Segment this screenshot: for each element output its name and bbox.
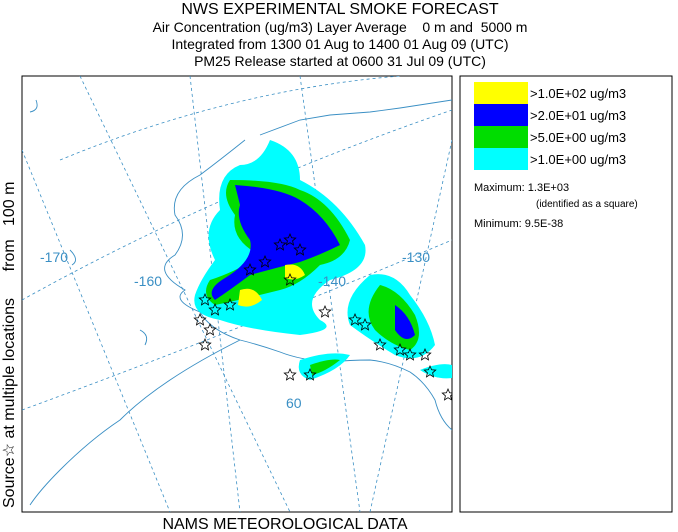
footer: NAMS METEOROLOGICAL DATA	[162, 516, 407, 532]
legend-swatch	[474, 82, 528, 104]
legend-label: >2.0E+01 ug/m3	[530, 108, 626, 123]
maximum: Maximum: 1.3E+03	[474, 182, 569, 194]
legend-swatch	[474, 126, 528, 148]
maximum-note: (identified as a square)	[536, 199, 638, 210]
source-star	[373, 337, 387, 351]
source-star	[198, 337, 212, 351]
source-star	[273, 237, 287, 251]
source-star	[258, 254, 272, 268]
source-star	[283, 232, 297, 246]
smoke-contour	[211, 185, 340, 300]
source-star	[208, 302, 222, 316]
smoke-contour	[238, 288, 262, 307]
source-star	[441, 387, 452, 401]
source-star	[243, 262, 257, 276]
subtitle: Integrated from 1300 01 Aug to 1400 01 A…	[172, 36, 509, 52]
minimum: Minimum: 9.5E-38	[474, 218, 563, 230]
side-label: Source☆ at multiple locations from 100 m	[1, 182, 18, 508]
legend-swatch	[474, 104, 528, 126]
source-star	[358, 317, 372, 331]
title: NWS EXPERIMENTAL SMOKE FORECAST	[181, 1, 499, 18]
source-star	[303, 367, 317, 381]
source-star	[348, 312, 362, 326]
source-star	[423, 364, 437, 378]
source-star	[203, 322, 217, 336]
legend-panel: Maximum: 1.3E+03 (identified as a square…	[459, 75, 673, 513]
legend-label: >1.0E+00 ug/m3	[530, 152, 626, 167]
grid-label: -130	[402, 249, 430, 265]
subtitle: PM25 Release started at 0600 31 Jul 09 (…	[194, 53, 486, 69]
source-star	[198, 292, 212, 306]
legend-label: >5.0E+00 ug/m3	[530, 130, 626, 145]
grid-label: 60	[286, 395, 302, 411]
source-star	[193, 312, 207, 326]
source-star	[223, 297, 237, 311]
source-star	[403, 347, 417, 361]
source-star	[318, 304, 332, 318]
legend-swatch	[474, 148, 528, 170]
source-star	[393, 342, 407, 356]
smoke-contour	[310, 359, 340, 375]
source-star	[418, 347, 432, 361]
smoke-contour	[395, 305, 415, 339]
grid-label: -140	[318, 273, 346, 289]
coastline	[29, 99, 452, 506]
map-panel: -170 -160 -140 -130 60	[21, 75, 453, 513]
legend-label: >1.0E+02 ug/m3	[530, 86, 626, 101]
smoke-contour	[285, 264, 305, 280]
smoke-contour	[420, 364, 452, 379]
source-star	[293, 242, 307, 256]
source-star	[283, 272, 297, 286]
grid-label: -160	[134, 273, 162, 289]
subtitle: Air Concentration (ug/m3) Layer Average …	[153, 19, 528, 35]
grid-label: -170	[40, 249, 68, 265]
source-star	[283, 367, 297, 381]
